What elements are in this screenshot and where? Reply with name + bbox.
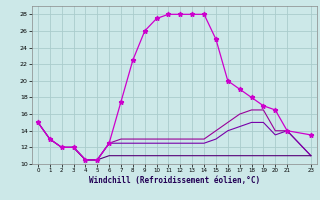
X-axis label: Windchill (Refroidissement éolien,°C): Windchill (Refroidissement éolien,°C): [89, 176, 260, 185]
